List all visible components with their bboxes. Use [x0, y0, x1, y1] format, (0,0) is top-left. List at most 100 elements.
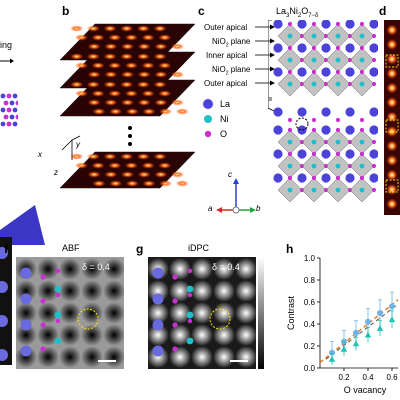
intensity-spot [124, 34, 138, 41]
atom [12, 107, 18, 113]
data-point-triangle [388, 316, 396, 323]
intensity-spot [137, 71, 151, 78]
panel-a-fragment-text: ing [0, 40, 13, 50]
contrast-blob [37, 280, 59, 302]
data-point-triangle [340, 345, 348, 352]
legend-marker-o [204, 130, 212, 138]
atom [0, 121, 6, 127]
layer-label: NiO2 plane [212, 65, 251, 77]
atom [0, 93, 6, 99]
intensity-spot [386, 39, 398, 50]
y-tick-label: 1.0 [304, 254, 316, 263]
intensity-spot [386, 53, 398, 65]
o-atom [335, 45, 341, 51]
o-atom [371, 139, 377, 145]
intensity-spot [86, 25, 100, 32]
ni-atom [287, 139, 293, 145]
intensity-spot [141, 90, 155, 97]
crystal-structure [268, 20, 378, 203]
image-background [0, 237, 12, 365]
ni-atom [287, 163, 293, 169]
ni-atom [287, 57, 293, 63]
intensity-spot [171, 43, 185, 50]
intensity-spot [154, 99, 168, 106]
contrast-blob [81, 280, 103, 302]
intensity-spot [87, 171, 101, 178]
ni-atom [186, 311, 194, 319]
ni-atom [335, 139, 341, 145]
ni-atom [186, 337, 194, 345]
o-atom [311, 117, 317, 123]
la-atom [369, 107, 378, 117]
intensity-spot [136, 25, 150, 32]
ni-atom [359, 163, 365, 169]
intensity-spot [109, 108, 123, 115]
la-atom [321, 20, 331, 29]
contrast-blob [191, 258, 213, 280]
ni-atom [311, 187, 317, 193]
intensity-spot [74, 34, 88, 41]
o-atom [40, 274, 46, 280]
layer-label: Outer apical [204, 23, 248, 32]
o-atom [287, 127, 293, 133]
la-atom [369, 43, 378, 53]
contrast-blob [191, 324, 213, 346]
panel-label-h: h [286, 242, 294, 256]
intensity-spot [137, 99, 151, 106]
intensity-spot [121, 43, 135, 50]
panel-b-slices [59, 23, 196, 189]
legend-marker-ni [204, 115, 212, 123]
o-atom [172, 274, 178, 280]
layer-arrowhead [270, 24, 275, 30]
data-point-circle [341, 338, 347, 345]
intensity-spot [153, 53, 167, 60]
axis-label-a: a [208, 204, 213, 213]
intensity-spot [120, 153, 134, 160]
la-atom [297, 107, 307, 117]
contrast-blob [103, 302, 124, 324]
intensity-spot [103, 53, 117, 60]
contrast-blob [213, 280, 235, 302]
intensity-spot [87, 43, 101, 50]
o-atom [40, 322, 46, 328]
o-atom [287, 21, 293, 27]
la-atom [273, 67, 283, 77]
o-atom [371, 81, 377, 87]
ni-atom [359, 139, 365, 145]
contrast-blob [169, 302, 191, 324]
intensity-spot [103, 25, 117, 32]
contrast-blob [59, 324, 81, 346]
data-point-triangle [376, 324, 384, 331]
intensity-spot [141, 62, 155, 69]
atom [3, 100, 9, 106]
contrast-blob [37, 346, 59, 368]
contrast-blob [191, 346, 213, 368]
intensity-spot [386, 111, 398, 123]
ni-atom [359, 81, 365, 87]
intensity-spot [153, 81, 167, 88]
o-atom [371, 163, 377, 169]
layer-arrowhead [270, 52, 275, 58]
o-atom [371, 33, 377, 39]
intensity-spot [86, 81, 100, 88]
o-atom [359, 117, 365, 123]
contrast-blob [37, 258, 59, 280]
o-atom [40, 298, 46, 304]
atom [0, 107, 6, 113]
o-atom [287, 175, 293, 181]
layer-label: Outer apical [204, 79, 248, 88]
la-atom [345, 43, 355, 53]
contrast-blob [191, 280, 213, 302]
legend-marker-la [203, 99, 213, 109]
la-atom [152, 319, 164, 331]
intensity-spot [92, 180, 106, 187]
atom [9, 114, 15, 120]
intensity-spot [386, 82, 398, 94]
intensity-spot [70, 53, 84, 60]
o-atom [287, 45, 293, 51]
o-atom [287, 69, 293, 75]
contrast-blob [169, 324, 191, 346]
intensity-spot [103, 153, 117, 160]
contrast-blob [59, 302, 81, 324]
intensity-spot [159, 180, 173, 187]
